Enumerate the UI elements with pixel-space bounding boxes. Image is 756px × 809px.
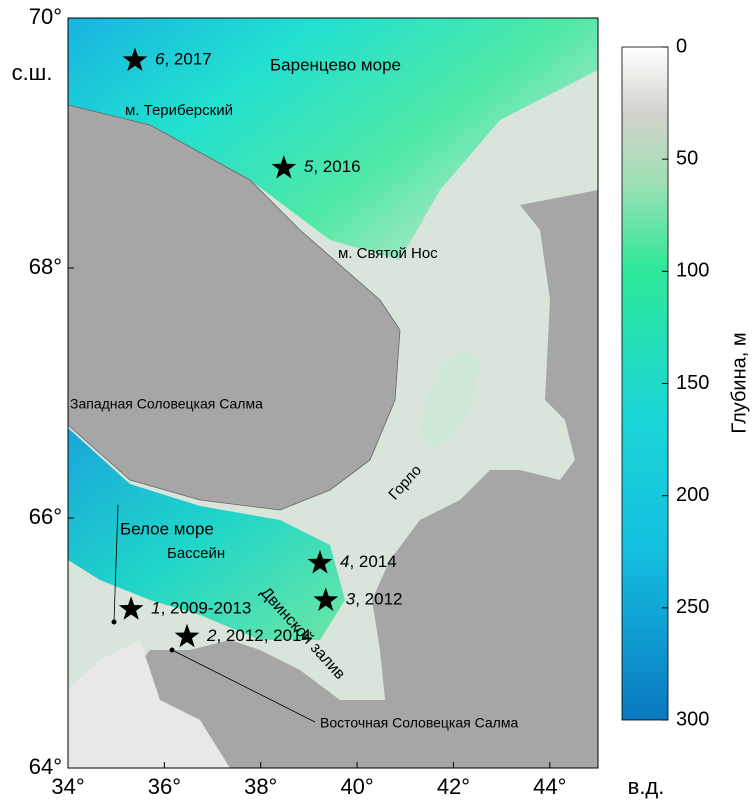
southern-coast — [68, 640, 230, 768]
leader-line — [113, 504, 119, 623]
kola-peninsula — [68, 104, 401, 511]
station-years: , 2012 — [355, 590, 402, 609]
place-label: м. Териберский — [125, 102, 233, 119]
station-number: 5 — [304, 157, 314, 176]
x-unit: в.д. — [628, 774, 665, 799]
y-tick-label: 64° — [29, 754, 62, 779]
colorbar-tick-label: 300 — [676, 708, 709, 730]
x-tick-label: 40° — [340, 774, 373, 799]
map-area — [68, 18, 598, 768]
x-tick-label: 38° — [244, 774, 277, 799]
place-label: Белое море — [120, 519, 214, 538]
y-unit: с.ш. — [12, 60, 53, 85]
station-years: , 2016 — [313, 157, 360, 176]
colorbar — [621, 46, 669, 721]
place-label: Баренцево море — [270, 55, 401, 74]
colorbar-label: Глубина, м — [728, 332, 750, 433]
station-star — [307, 550, 333, 574]
station-number: 6 — [155, 50, 165, 69]
station-star — [313, 587, 339, 611]
x-tick-label: 42° — [437, 774, 470, 799]
leader-dot — [169, 647, 175, 653]
station-label: 3, 2012 — [346, 590, 403, 609]
y-tick-label: 66° — [29, 504, 62, 529]
shoal — [420, 353, 480, 450]
station-number: 3 — [346, 590, 356, 609]
station-years: , 2012, 2014 — [216, 626, 311, 645]
x-tick-label: 34° — [51, 774, 84, 799]
colorbar-tick-label: 50 — [676, 147, 698, 169]
white-sea-basin — [68, 428, 345, 640]
leader-dot — [111, 619, 117, 625]
map-frame — [67, 17, 599, 769]
x-tick-label: 36° — [148, 774, 181, 799]
station-label: 1, 2009-2013 — [151, 599, 251, 618]
colorbar-tick-label: 0 — [676, 35, 687, 57]
place-label: Восточная Соловецкая Салма — [320, 715, 518, 731]
leader-line — [171, 649, 316, 723]
y-tick-label: 68° — [29, 254, 62, 279]
station-star — [174, 623, 200, 648]
barents-deep — [68, 18, 598, 260]
station-star — [271, 155, 297, 179]
station-years: , 2009-2013 — [161, 599, 252, 618]
station-star — [122, 47, 148, 71]
station-label: 6, 2017 — [155, 50, 212, 69]
colorbar-tick-label: 150 — [676, 372, 709, 394]
colorbar-tick-label: 250 — [676, 596, 709, 618]
station-label: 2, 2012, 2014 — [206, 626, 311, 645]
x-tick-label: 44° — [533, 774, 566, 799]
station-label: 5, 2016 — [304, 157, 361, 176]
station-number: 1 — [151, 599, 160, 618]
colorbar-tick-label: 100 — [676, 260, 709, 282]
place-label: Западная Соловецкая Салма — [70, 396, 263, 412]
station-years: , 2014 — [349, 552, 396, 571]
colorbar-tick-label: 200 — [676, 484, 709, 506]
station-number: 2 — [206, 626, 217, 645]
place-label: Бассейн — [167, 545, 225, 562]
station-star — [118, 596, 144, 620]
station-number: 4 — [340, 552, 349, 571]
station-label: 4, 2014 — [340, 552, 397, 571]
place-label: м. Святой Нос — [338, 245, 438, 262]
station-years: , 2017 — [164, 50, 211, 69]
y-tick-label: 70° — [29, 4, 62, 29]
